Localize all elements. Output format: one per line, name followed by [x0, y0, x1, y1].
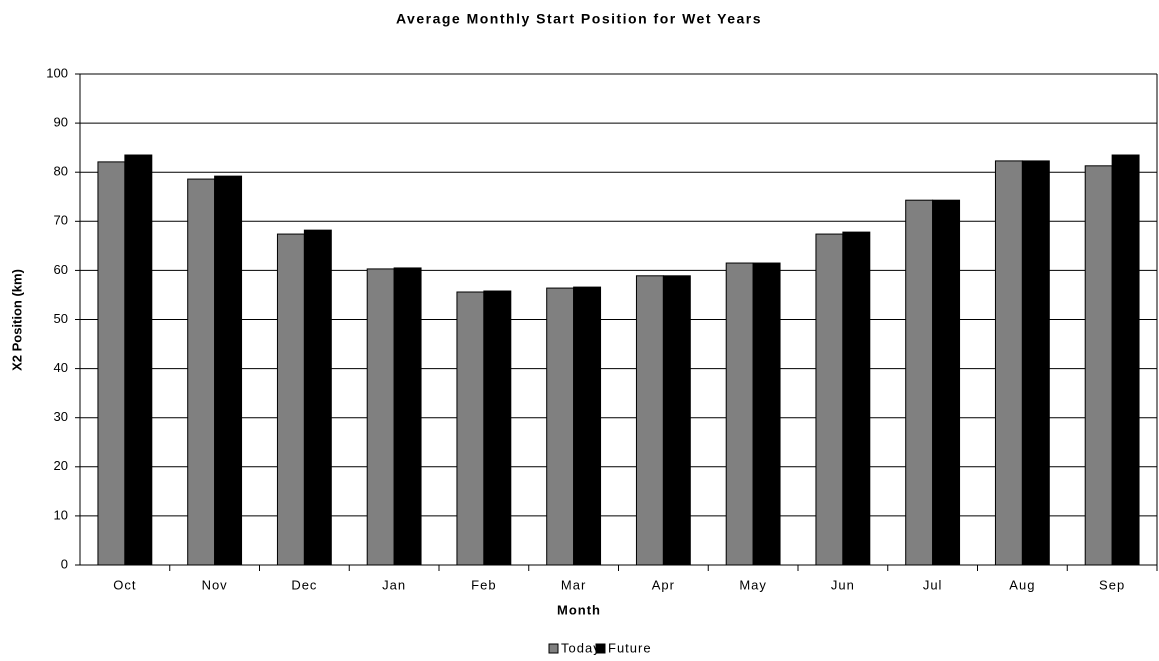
bar: [214, 175, 243, 566]
y-tick-label: 0: [61, 556, 68, 571]
x-axis-title: Month: [557, 602, 601, 617]
y-tick-label: 60: [54, 262, 68, 277]
y-axis-title: X2 Position (km): [9, 269, 24, 371]
bar: [483, 290, 512, 566]
x-tick-label: Apr: [652, 577, 675, 592]
legend-swatch: [548, 643, 559, 654]
y-tick-label: 30: [54, 409, 68, 424]
x-tick-label: Oct: [113, 577, 136, 592]
bar: [303, 229, 332, 566]
bar: [1084, 165, 1113, 566]
bar: [932, 199, 961, 566]
bar: [725, 262, 754, 566]
bar: [994, 160, 1023, 566]
y-tick-label: 10: [54, 507, 68, 522]
chart-title: Average Monthly Start Position for Wet Y…: [396, 11, 762, 27]
bar: [187, 178, 216, 566]
bar: [276, 233, 305, 566]
bar: [97, 161, 126, 566]
y-tick-label: 50: [54, 311, 68, 326]
x-tick-label: Jul: [923, 577, 943, 592]
x-tick-label: Sep: [1099, 577, 1125, 592]
bar: [662, 275, 691, 566]
y-tick-label: 70: [54, 213, 68, 228]
bar: [635, 275, 664, 566]
bar: [456, 291, 485, 566]
bar: [366, 268, 395, 566]
bar: [842, 231, 871, 566]
bar: [573, 286, 602, 566]
bar: [124, 154, 153, 566]
x-tick-label: Feb: [471, 577, 496, 592]
legend-label: Today: [561, 640, 601, 655]
x-tick-label: Dec: [291, 577, 317, 592]
y-tick-label: 80: [54, 164, 68, 179]
legend-swatch: [595, 643, 606, 654]
y-tick-label: 20: [54, 458, 68, 473]
x-tick-label: Nov: [202, 577, 228, 592]
x-tick-label: Mar: [561, 577, 586, 592]
bar: [752, 262, 781, 566]
bar: [1111, 154, 1140, 566]
y-tick-label: 100: [46, 65, 68, 80]
y-tick-label: 90: [54, 115, 68, 130]
x-tick-label: Jun: [831, 577, 855, 592]
x-tick-label: May: [739, 577, 767, 592]
y-tick-label: 40: [54, 360, 68, 375]
bar: [546, 287, 575, 566]
bar: [815, 233, 844, 566]
bar: [1021, 160, 1050, 566]
bar: [905, 199, 934, 566]
legend-label: Future: [608, 640, 652, 655]
bar: [393, 267, 422, 566]
x-tick-label: Aug: [1009, 577, 1035, 592]
x-tick-label: Jan: [382, 577, 406, 592]
